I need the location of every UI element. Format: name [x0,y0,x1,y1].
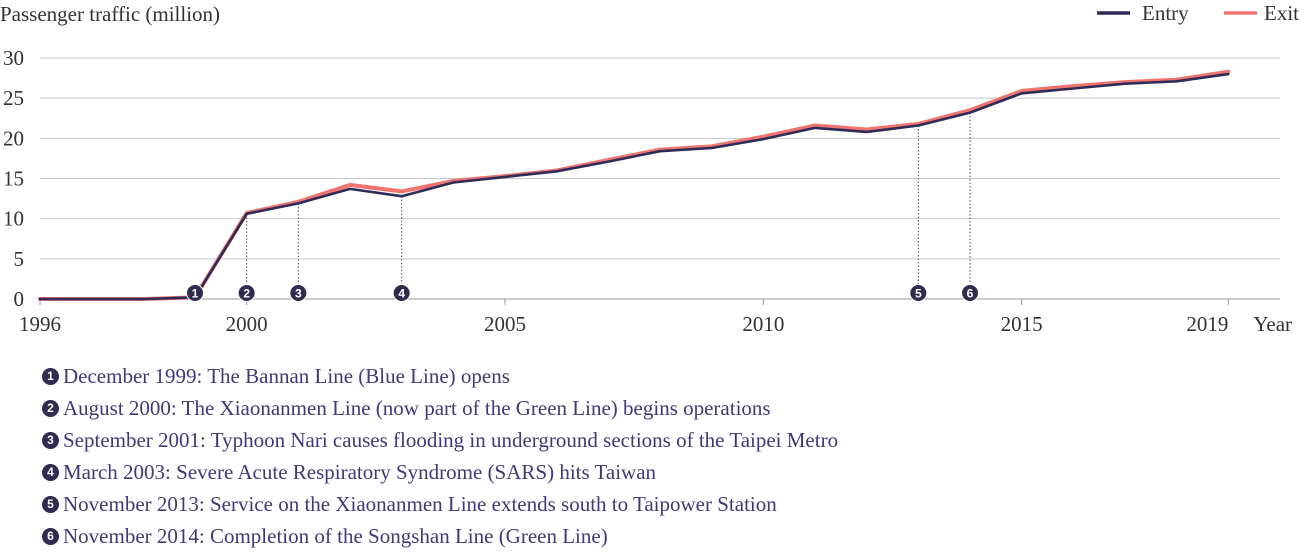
annotation-marker-6: 6 [961,284,979,302]
note-badge-icon: 3 [42,431,59,449]
annotation-marker-circle [289,284,308,302]
annotation-marker-circle [186,284,204,302]
note-text: December 1999: The Bannan Line (Blue Lin… [63,364,510,388]
note-text: August 2000: The Xiaonanmen Line (now pa… [63,396,771,420]
x-tick-label: 2010 [742,312,784,336]
note-badge-icon: 2 [42,399,59,417]
annotation-note-5: 5 November 2013: Service on the Xiaonanme… [42,488,838,520]
series-line-entry [38,72,1230,301]
note-badge-icon: 4 [42,463,59,481]
annotation-note-4: 4 March 2003: Severe Acute Respiratory Sy… [42,456,838,488]
y-tick-label: 20 [3,126,24,150]
annotation-marker-number: 6 [967,287,974,301]
annotation-marker-4: 4 [392,284,411,302]
legend: Entry Exit [1097,1,1299,25]
annotation-markers: 1 2 3 4 5 6 [186,284,979,302]
annotation-note-2: 2 August 2000: The Xiaonanmen Line (now p… [42,392,838,424]
annotation-marker-circle [961,284,979,302]
y-tick-label: 15 [3,167,24,191]
note-badge-icon: 6 [42,527,59,545]
legend-label: Entry [1142,1,1189,25]
note-text: November 2013: Service on the Xiaonanmen… [63,492,777,516]
x-tick-label: 2019 [1186,312,1228,336]
y-tick-label: 25 [3,86,24,110]
annotation-marker-number: 4 [398,287,405,301]
passenger-traffic-chart: Passenger traffic (million) 051015202530… [0,1,1299,336]
x-tick-label: 1996 [19,312,61,336]
grid-lines [40,57,1280,300]
annotation-marker-circle [237,284,256,302]
annotation-marker-number: 3 [295,287,302,301]
series-line-exit [38,69,1231,301]
x-tick-labels: 1996 2000 2005 2010 2015 2019 Year [19,299,1292,336]
legend-item-entry: Entry [1097,1,1189,25]
x-tick-label: 2015 [1001,312,1043,336]
y-tick-labels: 0 5 10 15 20 25 30 [3,46,24,311]
note-text: September 2001: Typhoon Nari causes floo… [63,428,839,452]
note-text: March 2003: Severe Acute Respiratory Syn… [63,460,657,484]
y-tick-label: 5 [14,247,25,271]
y-tick-label: 10 [3,207,24,231]
legend-label: Exit [1264,1,1299,25]
annotation-marker-2: 2 [237,284,256,302]
legend-item-exit: Exit [1224,1,1299,25]
x-tick-label: 2005 [484,312,526,336]
annotation-marker-number: 2 [243,287,250,301]
annotation-marker-1: 1 [186,284,204,302]
annotation-marker-number: 5 [915,287,922,301]
note-badge-icon: 5 [42,495,59,513]
annotation-note-6: 6 November 2014: Completion of the Songsh… [42,520,838,552]
annotation-marker-3: 3 [289,284,308,302]
annotation-marker-circle [909,284,928,302]
annotation-marker-number: 1 [192,287,199,301]
y-tick-label: 0 [14,287,25,311]
series-lines [38,69,1231,301]
x-axis-title: Year [1253,312,1292,336]
note-text: November 2014: Completion of the Songsha… [63,524,608,548]
annotation-marker-circle [392,284,411,302]
annotation-marker-5: 5 [909,284,928,302]
x-tick-label: 2000 [226,312,268,336]
y-axis-title: Passenger traffic (million) [0,2,220,26]
note-badge-icon: 1 [42,367,59,385]
annotation-droplines [246,112,971,291]
annotation-note-1: 1 December 1999: The Bannan Line (Blue Li… [42,360,838,392]
annotation-notes: 1 December 1999: The Bannan Line (Blue Li… [42,360,838,552]
y-tick-label: 30 [3,46,24,70]
annotation-note-3: 3 September 2001: Typhoon Nari causes flo… [42,424,838,456]
